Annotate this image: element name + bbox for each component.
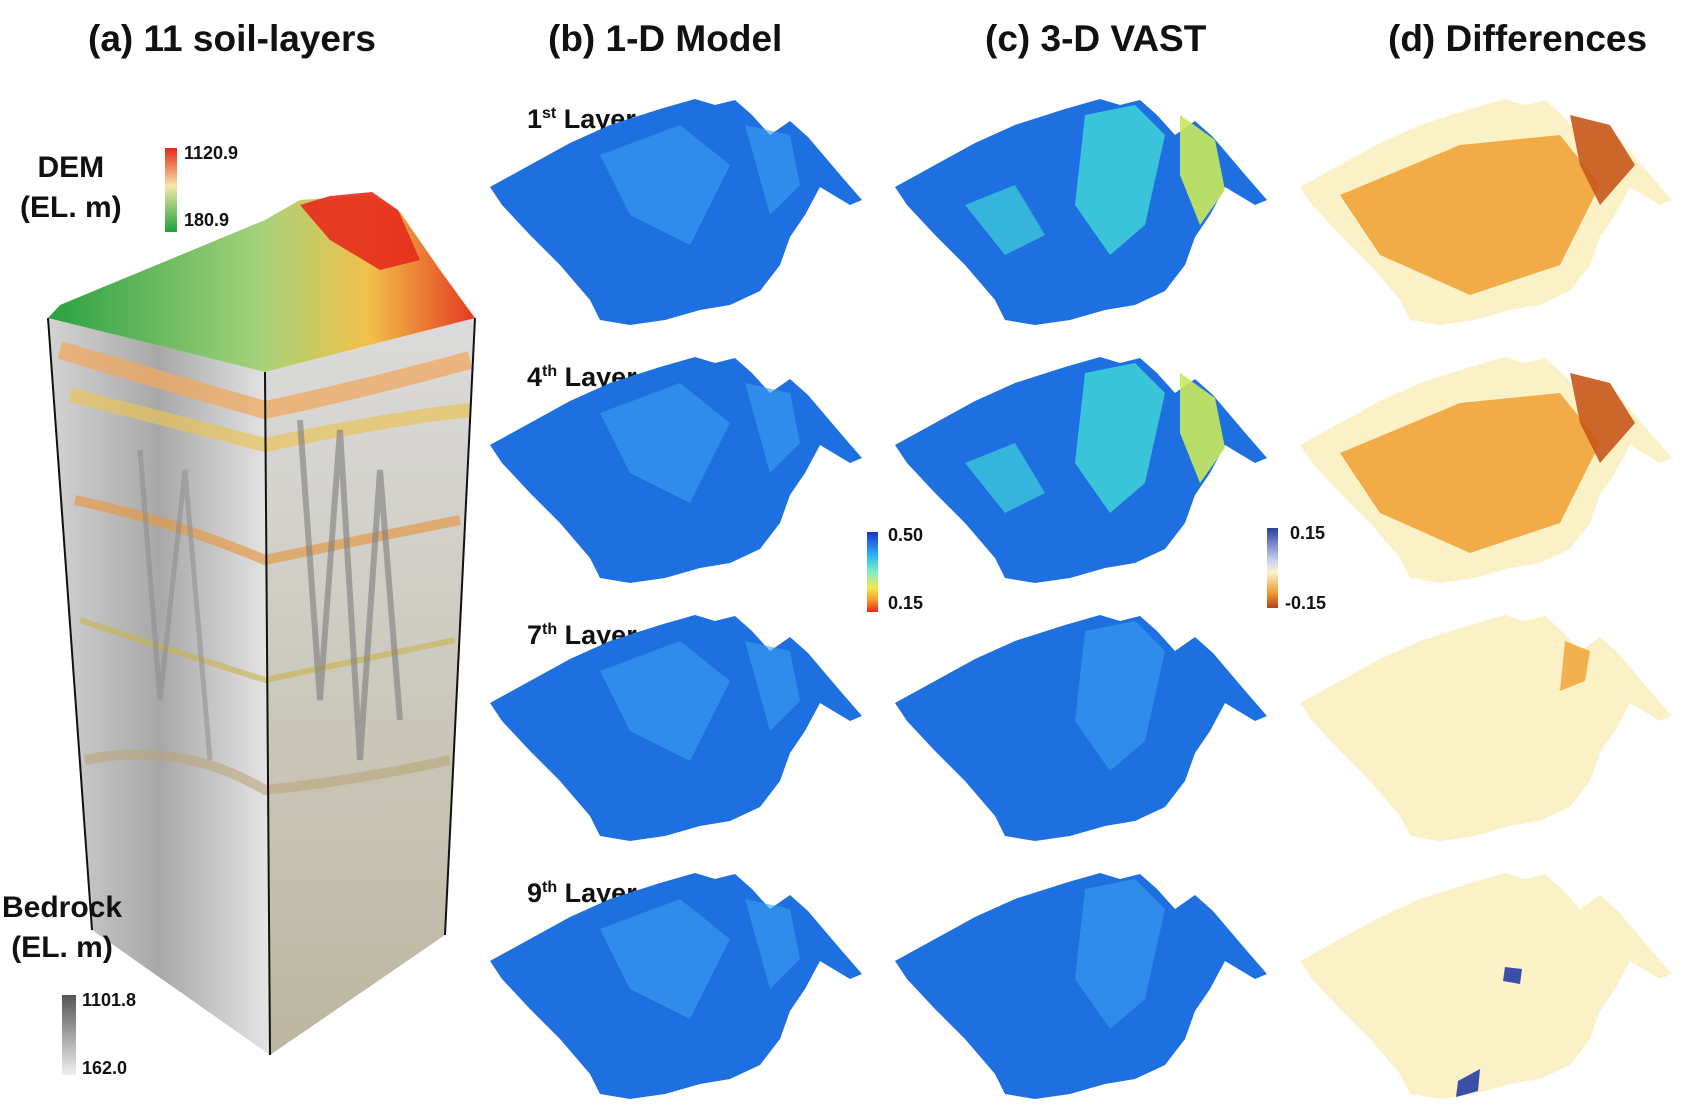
layer-7-sup: th [542, 621, 558, 638]
layer-1-sup: st [542, 105, 557, 122]
layer-7-num: 7 [527, 620, 543, 650]
model-ridge-patch [745, 383, 800, 473]
dem-label-line1: DEM [37, 151, 105, 184]
model-scale-min: 0.15 [888, 593, 924, 613]
diff-colorbar [1267, 528, 1278, 608]
diff-change-patch [1340, 135, 1600, 295]
layer-label-4: 4th Layer [527, 362, 637, 393]
panel-title-c: (c) 3-D VAST [985, 18, 1207, 59]
layer-4-sup: th [542, 363, 558, 380]
diff-strong-patch [1570, 115, 1635, 205]
diff-negative-patch [1503, 967, 1522, 984]
layer-4-num: 4 [527, 362, 543, 392]
dem-colorbar [165, 148, 177, 232]
diff-negative-patch [1456, 1069, 1480, 1097]
model-ridge-patch [600, 383, 730, 503]
diff-scale-min: -0.15 [1285, 593, 1327, 613]
model-ridge-patch [745, 641, 800, 731]
model-ridge-patch [600, 125, 730, 245]
block-body [48, 192, 475, 1055]
model-scale-max: 0.50 [888, 525, 924, 545]
vast-low-patch [965, 443, 1045, 513]
vast-ridge-patch [1075, 879, 1165, 1029]
vast-high-patch [1180, 115, 1225, 225]
model-ridge-patch [600, 899, 730, 1019]
bedrock-label-line1: Bedrock [2, 891, 123, 924]
dem-min: 180.9 [184, 210, 230, 230]
diff-change-patch [1340, 393, 1600, 553]
terrain-panel-diff-3 [1300, 873, 1672, 1099]
model-ridge-patch [745, 899, 800, 989]
vast-low-patch [965, 185, 1045, 255]
layer-1-num: 1 [527, 104, 543, 134]
bedrock-label-line2: (EL. m) [11, 931, 113, 964]
vast-ridge-patch [1075, 105, 1165, 255]
bedrock-max: 1101.8 [82, 990, 137, 1010]
vast-ridge-patch [1075, 363, 1165, 513]
diff-scale-max: 0.15 [1290, 523, 1326, 543]
layer-9-num: 9 [527, 878, 543, 908]
layer-9-sup: th [542, 879, 558, 896]
dem-label: DEM (EL. m) [20, 148, 122, 228]
diff-change-patch [1560, 641, 1590, 691]
block-edges [47, 317, 476, 1056]
vast-high-patch [1180, 373, 1225, 483]
model-colorbar [867, 532, 878, 612]
dem-max: 1120.9 [184, 143, 239, 163]
panel-title-d: (d) Differences [1388, 18, 1648, 59]
dem-label-line2: (EL. m) [20, 191, 122, 224]
panel-title-b: (b) 1-D Model [548, 18, 783, 59]
bedrock-min: 162.0 [82, 1058, 128, 1078]
panel-title-a: (a) 11 soil-layers [88, 18, 376, 59]
diff-strong-patch [1570, 373, 1635, 463]
model-ridge-patch [745, 125, 800, 215]
model-ridge-patch [600, 641, 730, 761]
bedrock-label: Bedrock (EL. m) [2, 888, 122, 968]
bedrock-colorbar [62, 995, 76, 1075]
vast-ridge-patch [1075, 621, 1165, 771]
